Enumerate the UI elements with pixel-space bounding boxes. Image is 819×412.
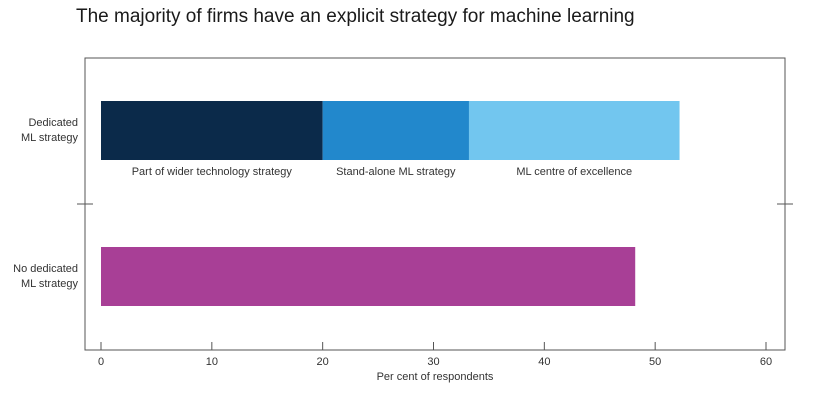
- segment-label: Stand-alone ML strategy: [336, 166, 456, 178]
- x-tick-label: 30: [427, 356, 439, 368]
- x-tick-label: 20: [317, 356, 329, 368]
- chart-title: The majority of firms have an explicit s…: [76, 6, 635, 27]
- x-axis-title: Per cent of respondents: [377, 371, 494, 383]
- segment-label: Part of wider technology strategy: [132, 166, 293, 178]
- x-tick-label: 40: [538, 356, 550, 368]
- x-tick-label: 50: [649, 356, 661, 368]
- bar-segment: [468, 101, 680, 160]
- x-tick-label: 0: [98, 356, 104, 368]
- bar-segment: [322, 101, 469, 160]
- category-label: ML strategy: [21, 278, 79, 290]
- x-tick-label: 10: [206, 356, 218, 368]
- bar-segment: [101, 247, 636, 306]
- category-label: ML strategy: [21, 132, 79, 144]
- x-tick-label: 60: [760, 356, 772, 368]
- category-label: Dedicated: [28, 117, 78, 129]
- segment-label: ML centre of excellence: [516, 166, 632, 178]
- bar-segment: [101, 101, 323, 160]
- category-label: No dedicated: [13, 263, 78, 275]
